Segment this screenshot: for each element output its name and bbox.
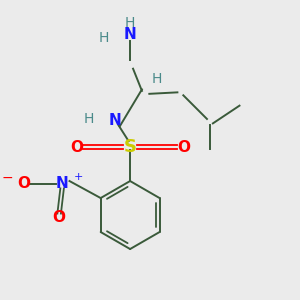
Text: H: H: [83, 112, 94, 126]
Text: N: N: [124, 27, 136, 42]
Text: O: O: [177, 140, 190, 154]
Text: S: S: [124, 138, 136, 156]
Text: H: H: [125, 16, 135, 30]
Text: N: N: [56, 176, 68, 191]
Text: H: H: [152, 72, 162, 86]
Text: +: +: [74, 172, 83, 182]
Text: O: O: [70, 140, 83, 154]
Text: −: −: [2, 171, 13, 185]
Text: O: O: [53, 211, 66, 226]
Text: N: N: [109, 113, 122, 128]
Text: O: O: [17, 176, 30, 191]
Text: H: H: [98, 31, 109, 45]
